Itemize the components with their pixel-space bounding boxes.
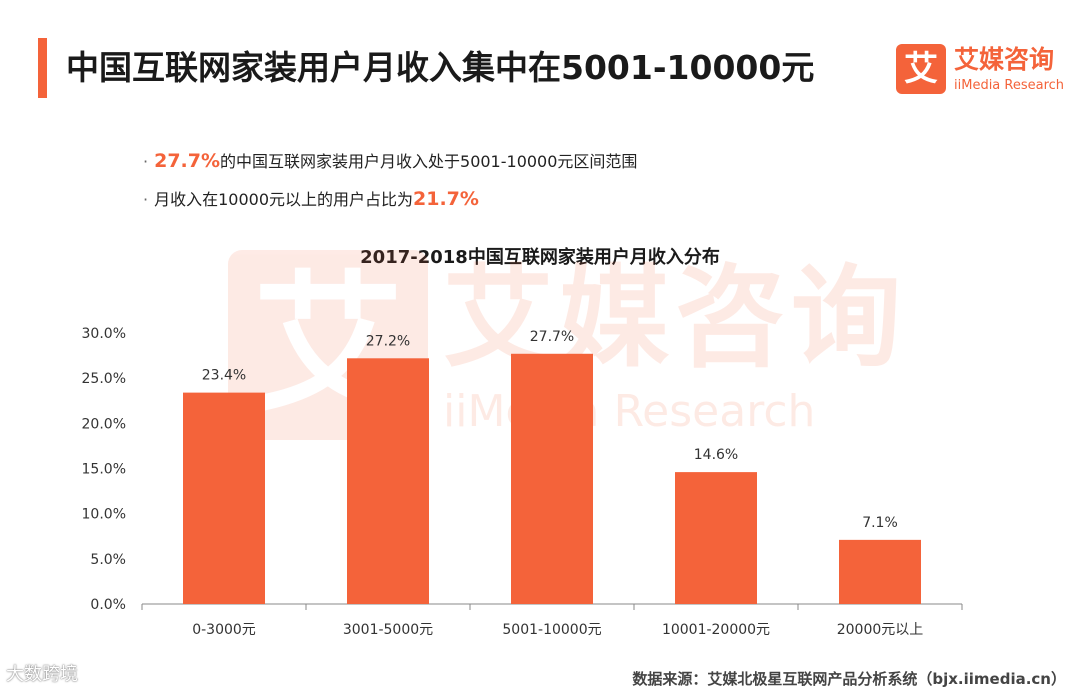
- bar-2: [347, 358, 429, 604]
- bar-4: [675, 472, 757, 604]
- bullet-2-text: 月收入在10000元以上的用户占比为: [154, 190, 413, 209]
- bar-5: [839, 539, 921, 604]
- page-title: 中国互联网家装用户月收入集中在5001-10000元: [66, 48, 815, 87]
- bullet-dot-icon: ·: [143, 152, 149, 171]
- bullet-1-highlight: 27.7%: [154, 150, 221, 172]
- y-tick-label: 25.0%: [82, 371, 126, 387]
- bullet-1: · 27.7%的中国互联网家装用户月收入处于5001-10000元区间范围: [143, 148, 637, 172]
- y-tick-label: 10.0%: [82, 507, 126, 523]
- y-tick-label: 5.0%: [90, 552, 126, 568]
- brand-logo: 艾 艾媒咨询 iiMedia Research: [896, 44, 1071, 100]
- bullet-dot-icon: ·: [143, 190, 149, 209]
- y-tick-label: 20.0%: [82, 416, 126, 432]
- data-source: 数据来源：艾媒北极星互联网产品分析系统（bjx.iimedia.cn）: [632, 670, 1066, 688]
- bar-1: [183, 392, 265, 604]
- bullet-2-highlight: 21.7%: [413, 188, 479, 210]
- chart-title: 2017-2018中国互联网家装用户月收入分布: [360, 247, 720, 268]
- logo-icon: 艾: [896, 44, 946, 94]
- logo-cn-text: 艾媒咨询: [954, 45, 1055, 74]
- logo-en-text: iiMedia Research: [954, 78, 1065, 93]
- corner-watermark-text: 大数跨境: [6, 664, 78, 685]
- x-tick-label: 0-3000元: [192, 622, 256, 638]
- y-tick-label: 30.0%: [82, 326, 126, 342]
- bullet-1-text: 的中国互联网家装用户月收入处于5001-10000元区间范围: [220, 152, 638, 171]
- x-tick-label: 5001-10000元: [502, 622, 601, 638]
- data-label: 27.2%: [366, 333, 410, 349]
- x-tick-label: 10001-20000元: [662, 622, 770, 638]
- data-label: 27.7%: [530, 329, 574, 345]
- x-tick-label: 20000元以上: [837, 622, 924, 638]
- bullet-2: · 月收入在10000元以上的用户占比为21.7%: [143, 186, 479, 210]
- data-label: 14.6%: [694, 447, 738, 463]
- title-accent-bar: [38, 38, 47, 98]
- y-tick-label: 0.0%: [90, 597, 126, 613]
- x-tick-label: 3001-5000元: [343, 622, 433, 638]
- bar-3: [511, 353, 593, 604]
- data-label: 7.1%: [862, 515, 898, 531]
- y-tick-label: 15.0%: [82, 462, 126, 478]
- data-label: 23.4%: [202, 368, 246, 384]
